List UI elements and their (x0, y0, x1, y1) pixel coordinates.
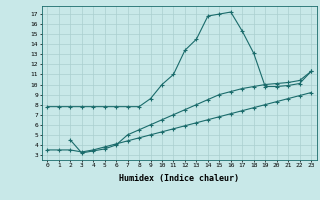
X-axis label: Humidex (Indice chaleur): Humidex (Indice chaleur) (119, 174, 239, 183)
